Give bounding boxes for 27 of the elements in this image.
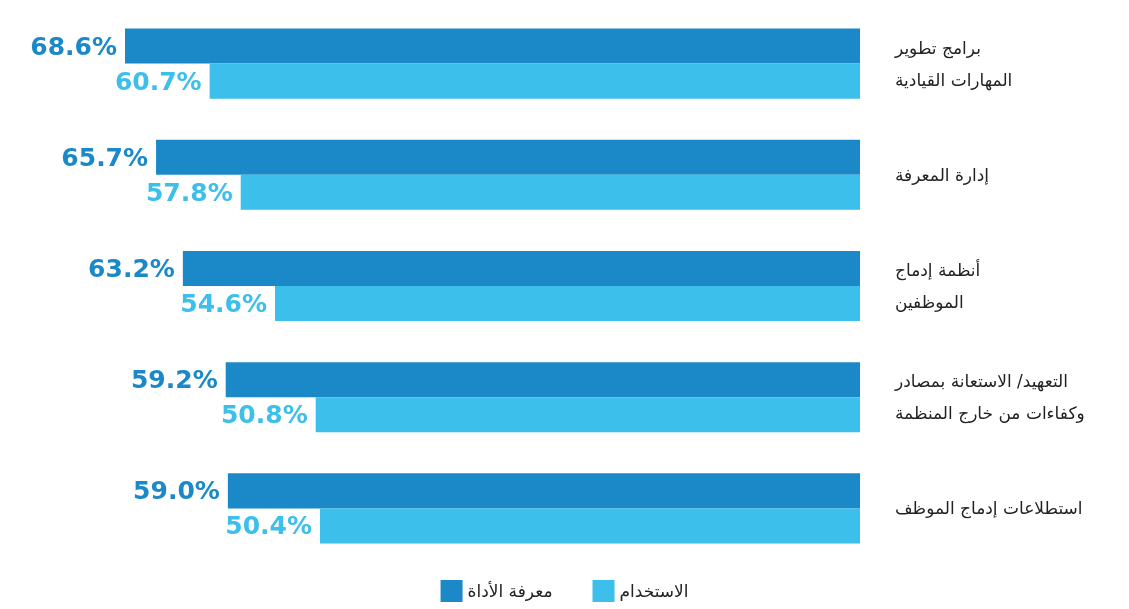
data-label: 68.6% <box>30 31 117 61</box>
bar <box>320 508 860 544</box>
y-tick-label: استطلاعات إدماج الموظف <box>895 498 1083 520</box>
data-label: 50.8% <box>220 400 308 430</box>
data-label: 50.4% <box>225 511 312 541</box>
bar <box>275 286 860 322</box>
bar <box>227 473 860 509</box>
data-label: 54.6% <box>180 289 267 319</box>
legend-label: الاستخدام <box>619 581 689 601</box>
bar <box>240 174 860 210</box>
data-label: 59.0% <box>133 476 220 506</box>
data-label: 65.7% <box>61 142 149 172</box>
data-label: 60.7% <box>114 66 202 96</box>
legend-label: معرفة الأداة <box>467 581 553 601</box>
bar <box>315 397 860 433</box>
bar <box>225 362 860 398</box>
bar <box>156 139 860 175</box>
y-tick-label: إدارة المعرفة <box>895 164 990 185</box>
y-tick-label: التعهيد/ الاستعانة بمصادر وكفاءات من خارج المنظمة <box>894 371 1085 425</box>
data-label: 57.8% <box>145 177 233 207</box>
data-label: 59.2% <box>130 365 218 395</box>
bar <box>125 28 860 64</box>
data-label: 63.2% <box>88 253 175 283</box>
y-tick-label: أنظمة إدماج الموظفين <box>895 259 981 312</box>
bar <box>182 250 860 286</box>
bar <box>209 63 860 99</box>
y-tick-label: برامج تطوير المهارات القيادية <box>894 37 1013 91</box>
